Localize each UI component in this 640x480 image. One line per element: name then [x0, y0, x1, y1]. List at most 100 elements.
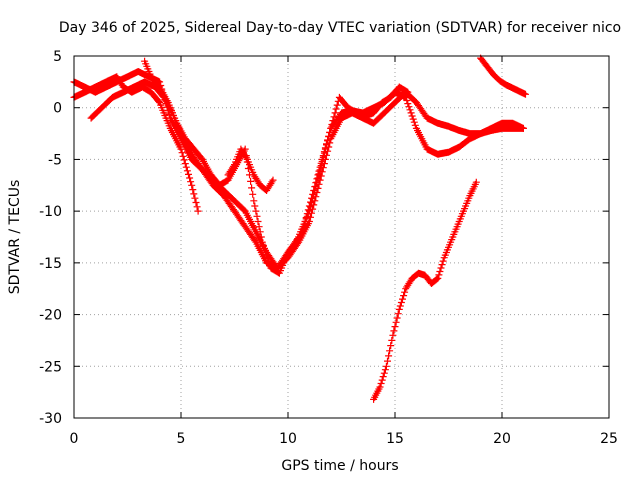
- data-point: [227, 174, 229, 176]
- data-point: [475, 181, 477, 183]
- data-point: [244, 210, 246, 212]
- data-point: [469, 195, 471, 197]
- data-point: [426, 117, 428, 119]
- data-point: [233, 164, 236, 166]
- series-markers: [370, 178, 480, 403]
- x-axis-title: GPS time / hours: [281, 458, 398, 474]
- data-point: [150, 76, 152, 78]
- x-tick-label: 25: [600, 431, 618, 447]
- data-point: [169, 117, 171, 119]
- data-point: [84, 86, 86, 88]
- data-point: [233, 200, 236, 202]
- data-point: [469, 138, 471, 140]
- data-point: [253, 174, 255, 176]
- y-tick-label: -5: [48, 152, 62, 168]
- data-point: [126, 76, 129, 78]
- data-point: [405, 288, 407, 290]
- data-point: [490, 127, 492, 129]
- data-point: [415, 127, 417, 129]
- data-point: [424, 274, 426, 276]
- data-point: [270, 267, 272, 269]
- data-point: [210, 174, 212, 176]
- y-tick-label: 0: [53, 101, 62, 117]
- x-tick-label: 10: [279, 431, 297, 447]
- data-point: [272, 179, 274, 181]
- data-point: [499, 80, 501, 82]
- data-point: [201, 158, 203, 161]
- data-point: [524, 93, 527, 95]
- series-sat-e: [224, 145, 277, 194]
- data-point: [398, 308, 400, 310]
- data-point: [287, 251, 289, 254]
- data-point: [116, 76, 118, 78]
- data-point: [218, 184, 221, 186]
- data-point: [154, 86, 156, 88]
- data-point: [227, 179, 229, 181]
- grid-lines: [74, 56, 609, 418]
- data-point: [144, 60, 146, 62]
- data-point: [150, 91, 152, 93]
- data-point: [261, 241, 263, 243]
- data-point: [512, 127, 514, 129]
- data-point: [385, 365, 388, 367]
- data-point: [133, 86, 135, 88]
- data-point: [447, 125, 450, 127]
- y-tick-label: 5: [53, 49, 62, 65]
- data-point: [443, 257, 445, 259]
- series-markers: [87, 78, 527, 272]
- data-point: [191, 184, 193, 186]
- data-point: [244, 226, 246, 228]
- data-series: [70, 54, 529, 403]
- y-tick-label: -10: [39, 204, 62, 220]
- data-point: [101, 107, 103, 109]
- data-point: [373, 398, 375, 400]
- data-point: [180, 148, 182, 150]
- data-point: [137, 70, 139, 73]
- data-point: [308, 220, 310, 223]
- data-point: [141, 86, 144, 88]
- x-tick-labels: 0 5 10 15 20 25: [70, 431, 618, 447]
- data-point: [180, 138, 182, 140]
- data-point: [233, 210, 236, 212]
- data-point: [259, 184, 261, 186]
- data-point: [480, 57, 482, 59]
- data-point: [405, 96, 407, 98]
- data-point: [122, 91, 124, 93]
- data-point: [276, 267, 278, 269]
- data-point: [278, 272, 281, 274]
- data-point: [223, 195, 225, 197]
- data-point: [321, 158, 323, 161]
- data-point: [159, 101, 161, 104]
- data-point: [193, 148, 195, 150]
- data-point: [469, 132, 471, 135]
- data-point: [407, 91, 409, 93]
- data-point: [201, 169, 203, 171]
- data-point: [462, 210, 465, 212]
- data-point: [313, 189, 315, 192]
- data-point: [144, 81, 146, 83]
- data-point: [330, 138, 332, 140]
- data-point: [411, 277, 413, 279]
- data-point: [340, 117, 343, 119]
- data-point: [486, 65, 488, 67]
- data-point: [184, 138, 186, 140]
- data-point: [319, 179, 321, 181]
- data-point: [105, 86, 107, 88]
- data-point: [253, 200, 255, 202]
- data-point: [480, 132, 482, 135]
- data-point: [512, 87, 514, 89]
- data-point: [167, 101, 169, 104]
- y-tick-label: -30: [39, 411, 62, 427]
- data-point: [437, 277, 439, 279]
- series-sat-f: [370, 178, 480, 403]
- chart-title: Day 346 of 2025, Sidereal Day-to-day VTE…: [59, 20, 621, 36]
- data-point: [373, 112, 375, 114]
- data-point: [246, 158, 248, 161]
- data-point: [347, 107, 349, 109]
- data-point: [295, 241, 298, 243]
- data-point: [266, 189, 268, 192]
- data-point: [304, 220, 306, 223]
- data-point: [383, 112, 385, 114]
- data-point: [244, 148, 246, 150]
- data-point: [105, 81, 107, 83]
